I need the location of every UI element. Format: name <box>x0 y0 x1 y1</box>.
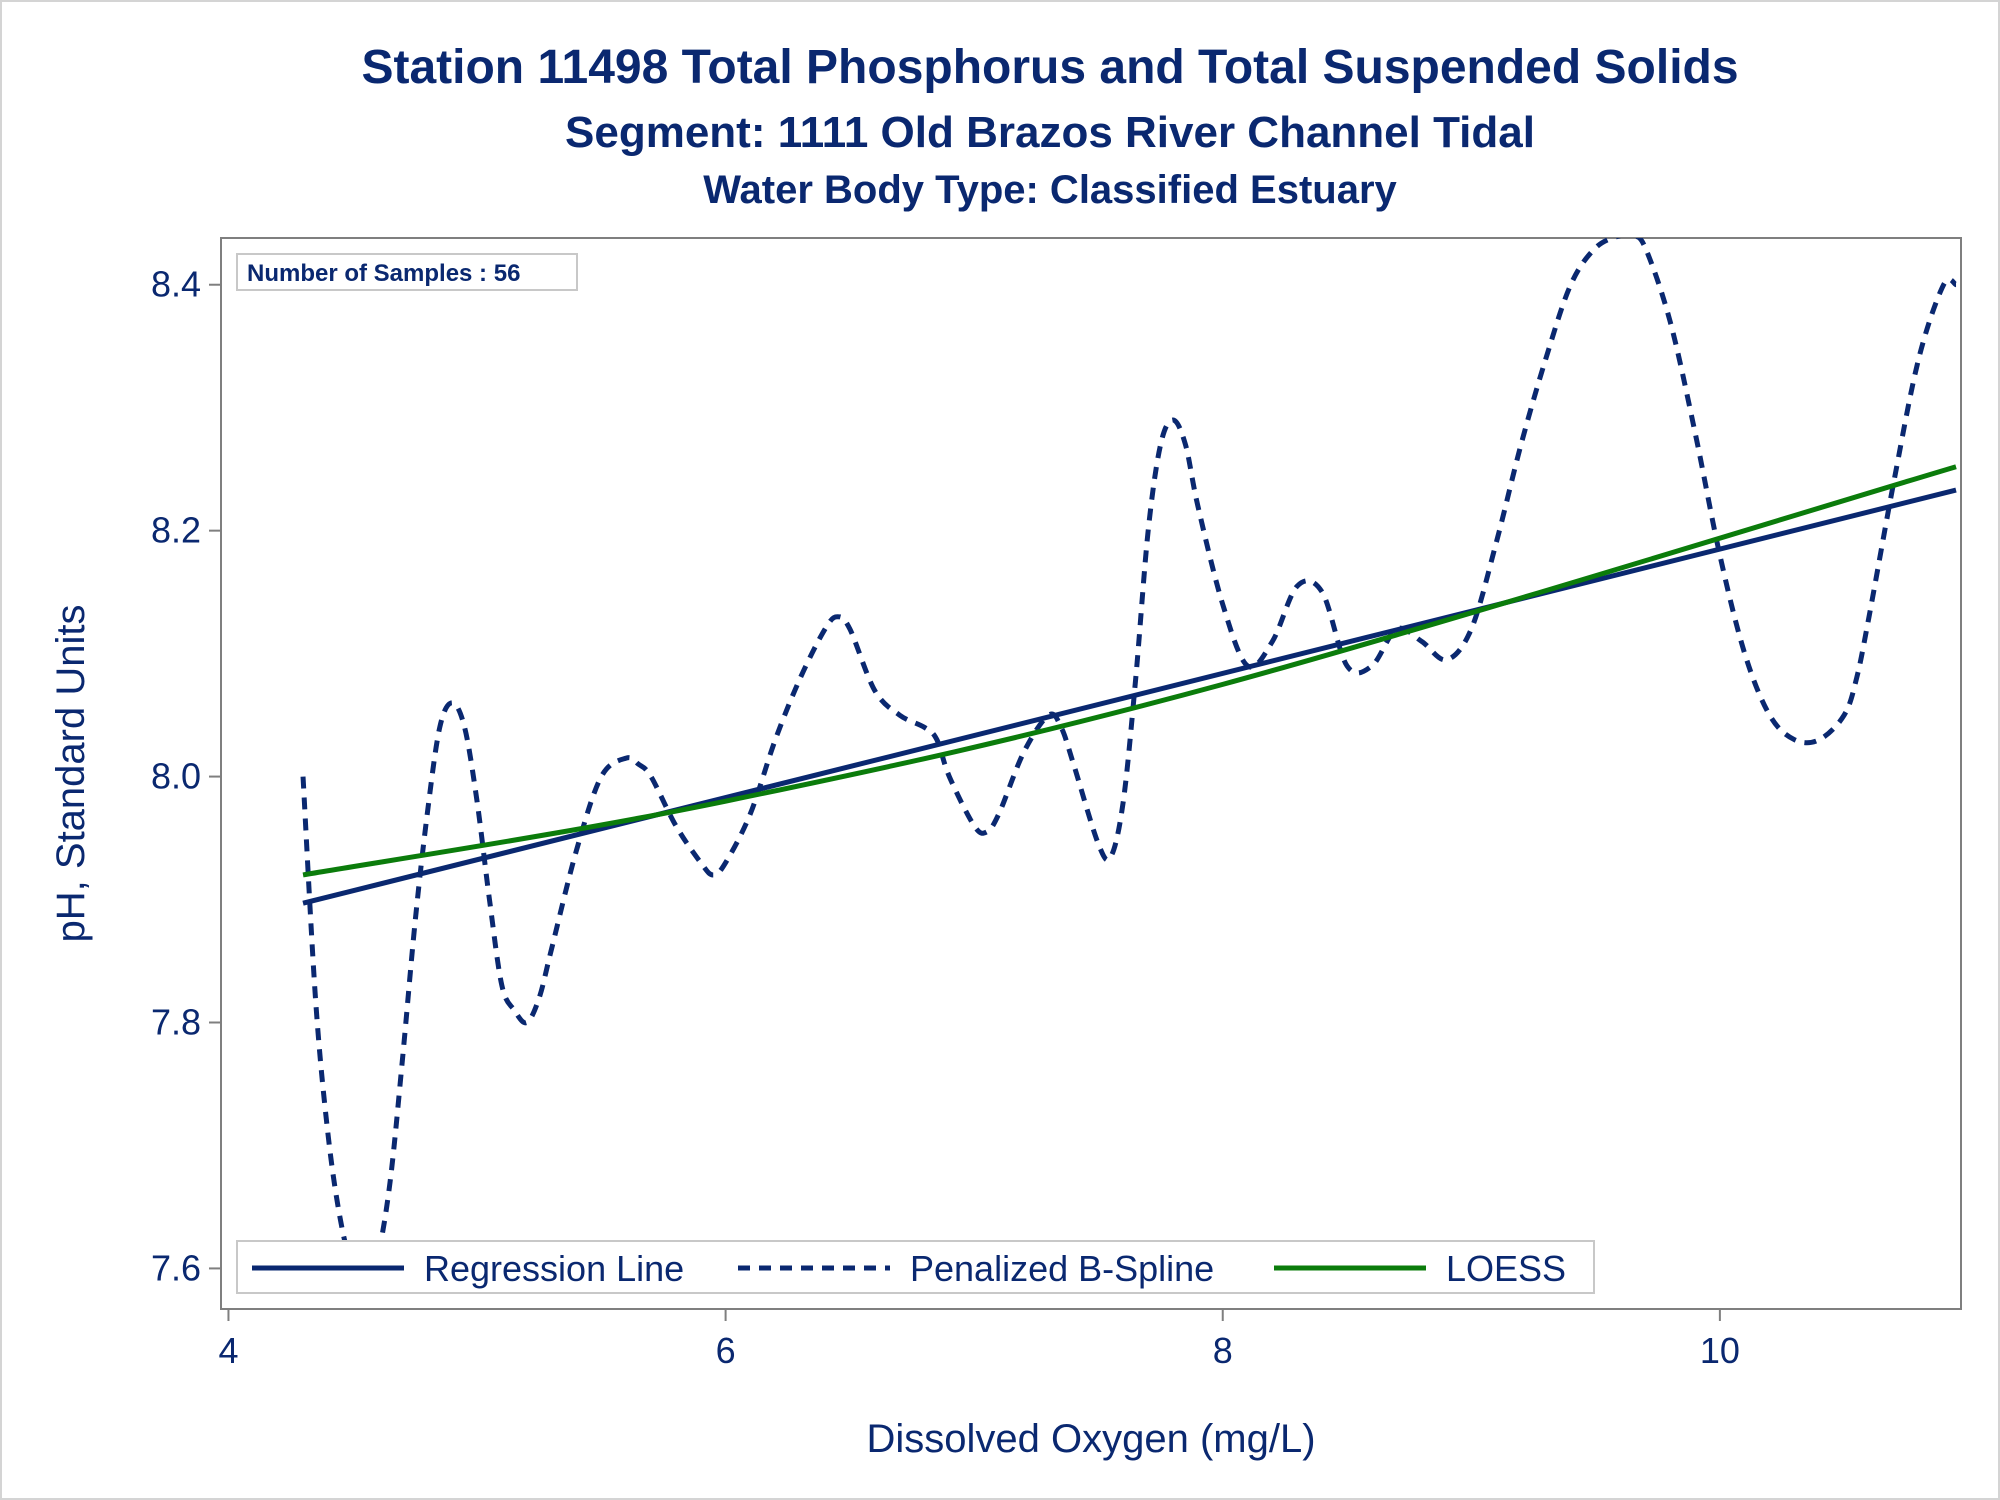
y-axis-label: pH, Standard Units <box>49 605 93 943</box>
legend-label: Regression Line <box>424 1248 684 1289</box>
legend-label: Penalized B-Spline <box>910 1248 1214 1289</box>
x-tick-label: 4 <box>218 1330 238 1371</box>
series-line-penalized-b-spline <box>300 238 1958 1284</box>
inset-label: Number of Samples : 56 <box>247 260 520 287</box>
y-tick-label: 8.2 <box>151 510 201 551</box>
series-line-loess <box>302 464 1957 878</box>
y-tick-label: 7.8 <box>151 1001 201 1042</box>
chart-subtitle-water-body: Water Body Type: Classified Estuary <box>703 168 1397 212</box>
plot-area-border <box>220 237 1962 1310</box>
x-tick-label: 8 <box>1213 1330 1233 1371</box>
series-lines <box>300 238 1958 1284</box>
inset-box <box>236 253 578 291</box>
sample-count-inset: Number of Samples : 56 <box>236 253 578 291</box>
legend-box <box>236 1240 1595 1294</box>
y-tick-label: 8.0 <box>151 756 201 797</box>
chart-subtitle-segment: Segment: 1111 Old Brazos River Channel T… <box>565 108 1535 157</box>
title-block: Station 11498 Total Phosphorus and Total… <box>0 0 2000 230</box>
series-line-regression-line <box>302 487 1957 906</box>
x-tick-label: 6 <box>716 1330 736 1371</box>
chart-title: Station 11498 Total Phosphorus and Total… <box>361 41 1739 94</box>
y-tick-label: 8.4 <box>151 264 201 305</box>
legend: Regression Line Penalized B-Spline LOESS <box>236 1240 1595 1294</box>
x-axis-label: Dissolved Oxygen (mg/L) <box>866 1417 1315 1461</box>
legend-label: LOESS <box>1446 1248 1566 1289</box>
y-tick-label: 7.6 <box>151 1247 201 1288</box>
x-tick-label: 10 <box>1700 1330 1740 1371</box>
axes: 4 6 8 10 7.6 7.8 8.0 8.2 8.4 <box>151 237 1962 1371</box>
